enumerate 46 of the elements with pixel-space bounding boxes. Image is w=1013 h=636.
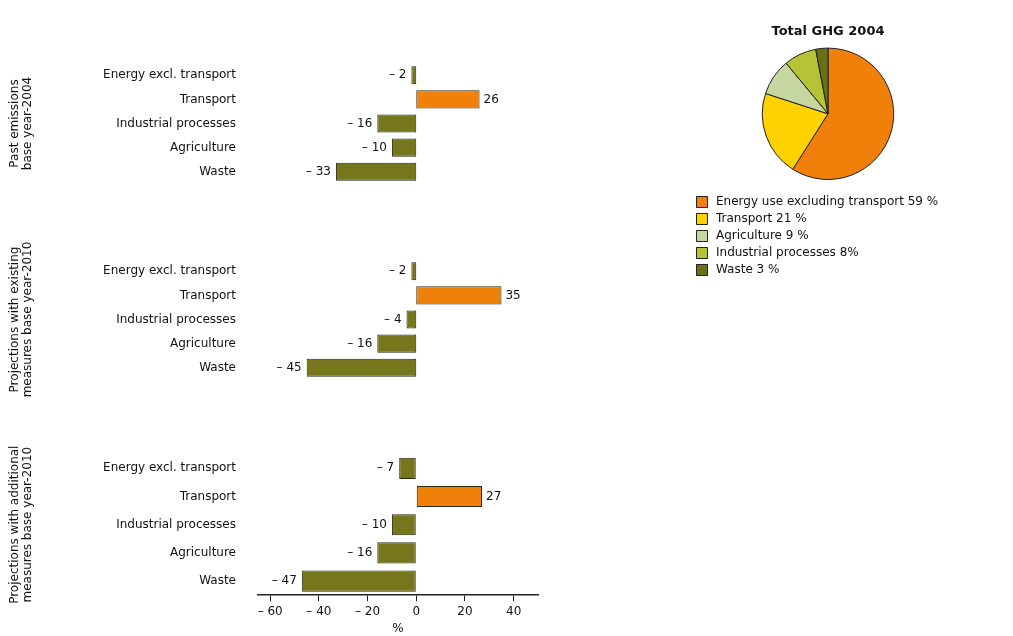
x-tick-label: 40 bbox=[506, 603, 522, 618]
legend-label: Waste 3 % bbox=[716, 262, 780, 277]
x-tick-label: – 40 bbox=[306, 603, 332, 618]
data-label: – 16 bbox=[347, 335, 373, 350]
x-tick-label: – 20 bbox=[355, 603, 381, 618]
y-axis-title: Projections with additional measures base year-2010 bbox=[6, 445, 34, 604]
y-tick-label: Industrial processes bbox=[116, 516, 236, 531]
data-label: 35 bbox=[505, 287, 521, 302]
legend-label: Industrial processes 8% bbox=[716, 245, 859, 260]
data-label: 27 bbox=[486, 488, 502, 503]
x-tick-label: 0 bbox=[412, 603, 421, 618]
data-label: 26 bbox=[483, 91, 499, 106]
y-tick-label: Waste bbox=[199, 359, 236, 374]
y-tick-label: Agriculture bbox=[170, 139, 236, 154]
y-tick-label: Industrial processes bbox=[116, 115, 236, 130]
y-tick-label: Energy excl. transport bbox=[103, 460, 237, 475]
data-label: – 10 bbox=[361, 516, 387, 531]
y-tick-label: Waste bbox=[199, 163, 236, 178]
x-tick-label: 20 bbox=[457, 603, 473, 618]
y-axis-title: Projections with existing measures base year-2010 bbox=[6, 241, 34, 398]
y-tick-label: Transport bbox=[178, 287, 237, 302]
data-label: – 2 bbox=[388, 263, 407, 278]
data-label: – 16 bbox=[347, 545, 373, 560]
legend-label: Agriculture 9 % bbox=[716, 228, 809, 243]
x-tick-label: – 60 bbox=[257, 603, 283, 618]
y-tick-label: Energy excl. transport bbox=[103, 67, 237, 82]
x-axis-title: % bbox=[392, 620, 404, 635]
data-label: – 47 bbox=[271, 573, 297, 588]
data-label: – 7 bbox=[376, 460, 395, 475]
y-tick-label: Energy excl. transport bbox=[103, 263, 237, 278]
y-axis-title: Past emissions base year-2004 bbox=[6, 76, 34, 171]
data-label: – 10 bbox=[361, 139, 387, 154]
data-label: – 33 bbox=[305, 163, 331, 178]
data-label: – 4 bbox=[384, 311, 402, 326]
data-label: – 16 bbox=[347, 115, 373, 130]
data-label: – 2 bbox=[388, 67, 407, 82]
y-tick-label: Transport bbox=[178, 488, 237, 503]
y-tick-label: Waste bbox=[199, 573, 236, 588]
chart-title: Total GHG 2004 bbox=[771, 23, 885, 39]
legend-label: Energy use excluding transport 59 % bbox=[716, 194, 939, 209]
y-tick-label: Agriculture bbox=[170, 335, 236, 350]
y-tick-label: Industrial processes bbox=[116, 311, 236, 326]
data-label: – 45 bbox=[276, 359, 302, 374]
y-tick-label: Transport bbox=[178, 91, 237, 106]
legend-label: Transport 21 % bbox=[715, 211, 807, 226]
y-tick-label: Agriculture bbox=[170, 545, 236, 560]
